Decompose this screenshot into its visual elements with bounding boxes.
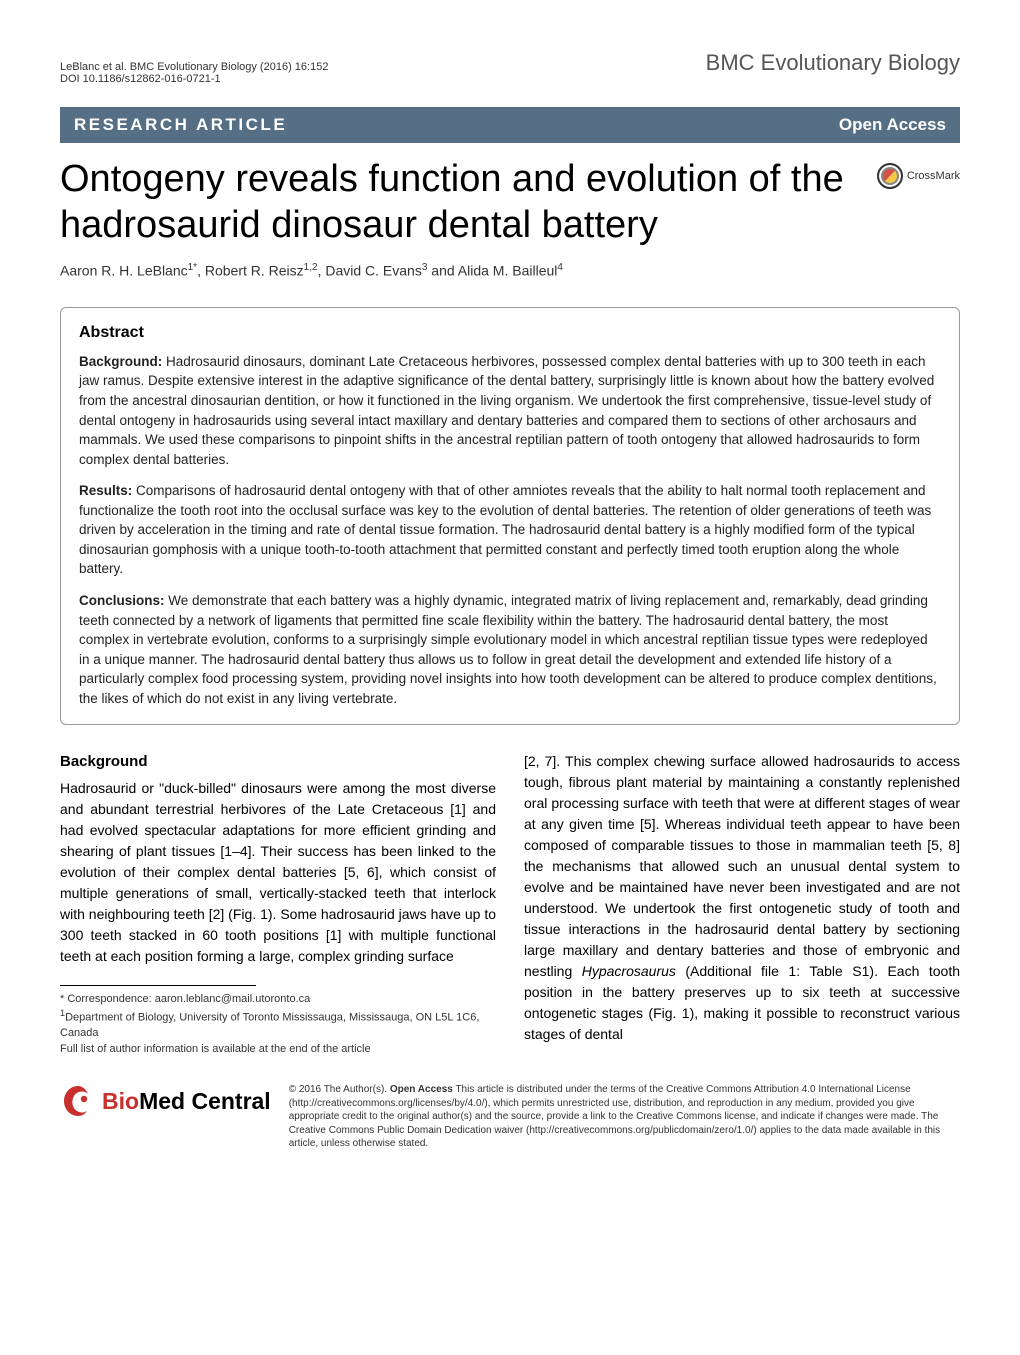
- bmc-wordmark: BioMed Central: [102, 1088, 271, 1115]
- correspondence-email: * Correspondence: aaron.leblanc@mail.uto…: [60, 992, 496, 1007]
- correspondence-affiliation: 1Department of Biology, University of To…: [60, 1007, 496, 1041]
- abstract-conclusions-label: Conclusions:: [79, 593, 165, 608]
- crossmark-badge[interactable]: CrossMark: [877, 163, 960, 189]
- crossmark-icon: [877, 163, 903, 189]
- correspondence-divider: [60, 985, 256, 986]
- body-columns: Background Hadrosaurid or "duck-billed" …: [60, 751, 960, 1057]
- biomed-central-logo: BioMed Central: [60, 1083, 271, 1119]
- abstract-background-text: Hadrosaurid dinosaurs, dominant Late Cre…: [79, 354, 934, 467]
- abstract-conclusions: Conclusions: We demonstrate that each ba…: [79, 591, 941, 708]
- abstract-results-text: Comparisons of hadrosaurid dental ontoge…: [79, 483, 931, 576]
- doi: DOI 10.1186/s12862-016-0721-1: [60, 73, 328, 85]
- running-head: LeBlanc et al. BMC Evolutionary Biology …: [60, 61, 328, 73]
- journal-name: BMC Evolutionary Biology: [706, 50, 960, 76]
- column-right: [2, 7]. This complex chewing surface all…: [524, 751, 960, 1057]
- crossmark-label: CrossMark: [907, 170, 960, 182]
- abstract-results-label: Results:: [79, 483, 132, 498]
- article-type-label: RESEARCH ARTICLE: [74, 115, 287, 135]
- article-type-banner: RESEARCH ARTICLE Open Access: [60, 107, 960, 143]
- abstract-box: Abstract Background: Hadrosaurid dinosau…: [60, 307, 960, 726]
- abstract-background-label: Background:: [79, 354, 162, 369]
- background-text-col1: Hadrosaurid or "duck-billed" dinosaurs w…: [60, 778, 496, 967]
- license-text: © 2016 The Author(s). Open Access This a…: [289, 1083, 960, 1151]
- abstract-background: Background: Hadrosaurid dinosaurs, domin…: [79, 352, 941, 469]
- correspondence-note: Full list of author information is avail…: [60, 1042, 496, 1057]
- column-left: Background Hadrosaurid or "duck-billed" …: [60, 751, 496, 1057]
- article-title: Ontogeny reveals function and evolution …: [60, 157, 867, 248]
- author-list: Aaron R. H. LeBlanc1*, Robert R. Reisz1,…: [60, 262, 960, 279]
- correspondence-block: * Correspondence: aaron.leblanc@mail.uto…: [60, 992, 496, 1057]
- open-access-label: Open Access: [839, 115, 946, 135]
- background-text-col2: [2, 7]. This complex chewing surface all…: [524, 751, 960, 1045]
- abstract-results: Results: Comparisons of hadrosaurid dent…: [79, 481, 941, 579]
- abstract-heading: Abstract: [79, 324, 941, 342]
- license-footer: BioMed Central © 2016 The Author(s). Ope…: [60, 1083, 960, 1151]
- page-header: LeBlanc et al. BMC Evolutionary Biology …: [60, 50, 960, 85]
- bmc-swirl-icon: [60, 1083, 96, 1119]
- abstract-conclusions-text: We demonstrate that each battery was a h…: [79, 593, 937, 706]
- background-heading: Background: [60, 751, 496, 774]
